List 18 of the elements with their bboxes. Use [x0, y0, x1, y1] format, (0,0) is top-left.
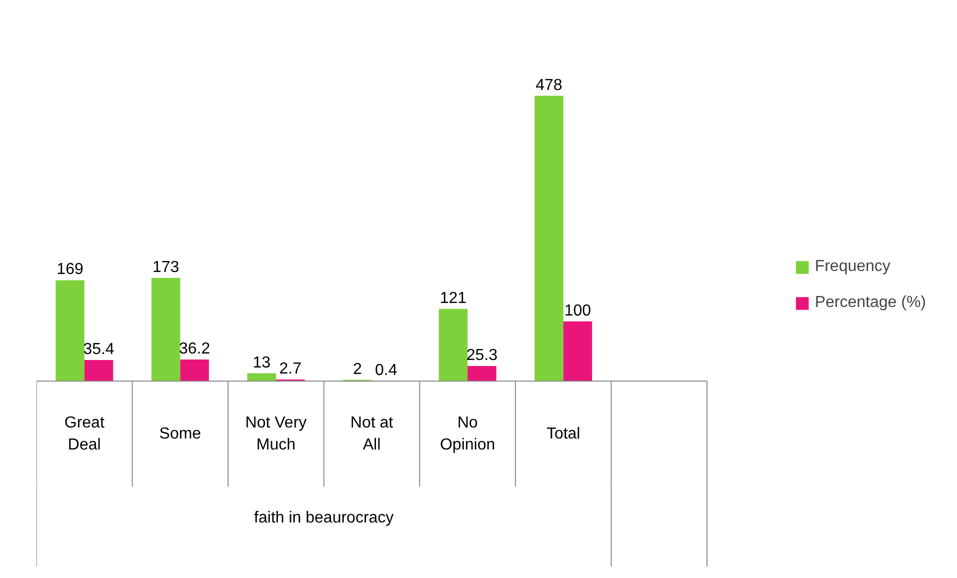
data-label: 13: [252, 354, 271, 372]
data-label: 100: [564, 302, 592, 320]
data-label: 0.4: [375, 362, 398, 379]
x-tick-label: Not at All: [350, 414, 394, 454]
data-label: 173: [152, 258, 180, 276]
data-label: 478: [536, 76, 562, 94]
x-tick-label: Not Very Much: [245, 414, 307, 454]
x-tick-label: Total: [546, 425, 580, 442]
x-tick-label: Some: [159, 425, 202, 442]
legend-label: Frequency: [814, 258, 890, 276]
data-label: 169: [56, 261, 84, 278]
x-tick-label: Great Deal: [64, 414, 105, 454]
data-label: 121: [440, 290, 467, 307]
data-label: 2: [352, 360, 362, 378]
legend-label: Percentage (%): [814, 294, 926, 312]
x-tick-label: No Opinion: [440, 414, 496, 454]
x-axis-title: faith in beaurocracy: [254, 510, 394, 527]
data-label: 2.7: [279, 360, 302, 378]
